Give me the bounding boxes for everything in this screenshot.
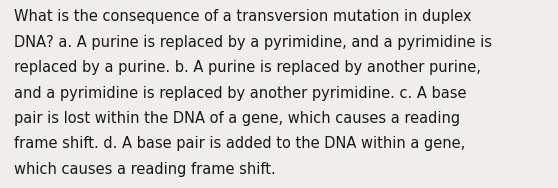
Text: replaced by a purine. b. A purine is replaced by another purine,: replaced by a purine. b. A purine is rep… xyxy=(14,60,481,75)
Text: which causes a reading frame shift.: which causes a reading frame shift. xyxy=(14,162,276,177)
Text: and a pyrimidine is replaced by another pyrimidine. c. A base: and a pyrimidine is replaced by another … xyxy=(14,86,466,101)
Text: pair is lost within the DNA of a gene, which causes a reading: pair is lost within the DNA of a gene, w… xyxy=(14,111,460,126)
Text: frame shift. d. A base pair is added to the DNA within a gene,: frame shift. d. A base pair is added to … xyxy=(14,136,465,151)
Text: DNA? a. A purine is replaced by a pyrimidine, and a pyrimidine is: DNA? a. A purine is replaced by a pyrimi… xyxy=(14,35,492,50)
Text: What is the consequence of a transversion mutation in duplex: What is the consequence of a transversio… xyxy=(14,9,472,24)
